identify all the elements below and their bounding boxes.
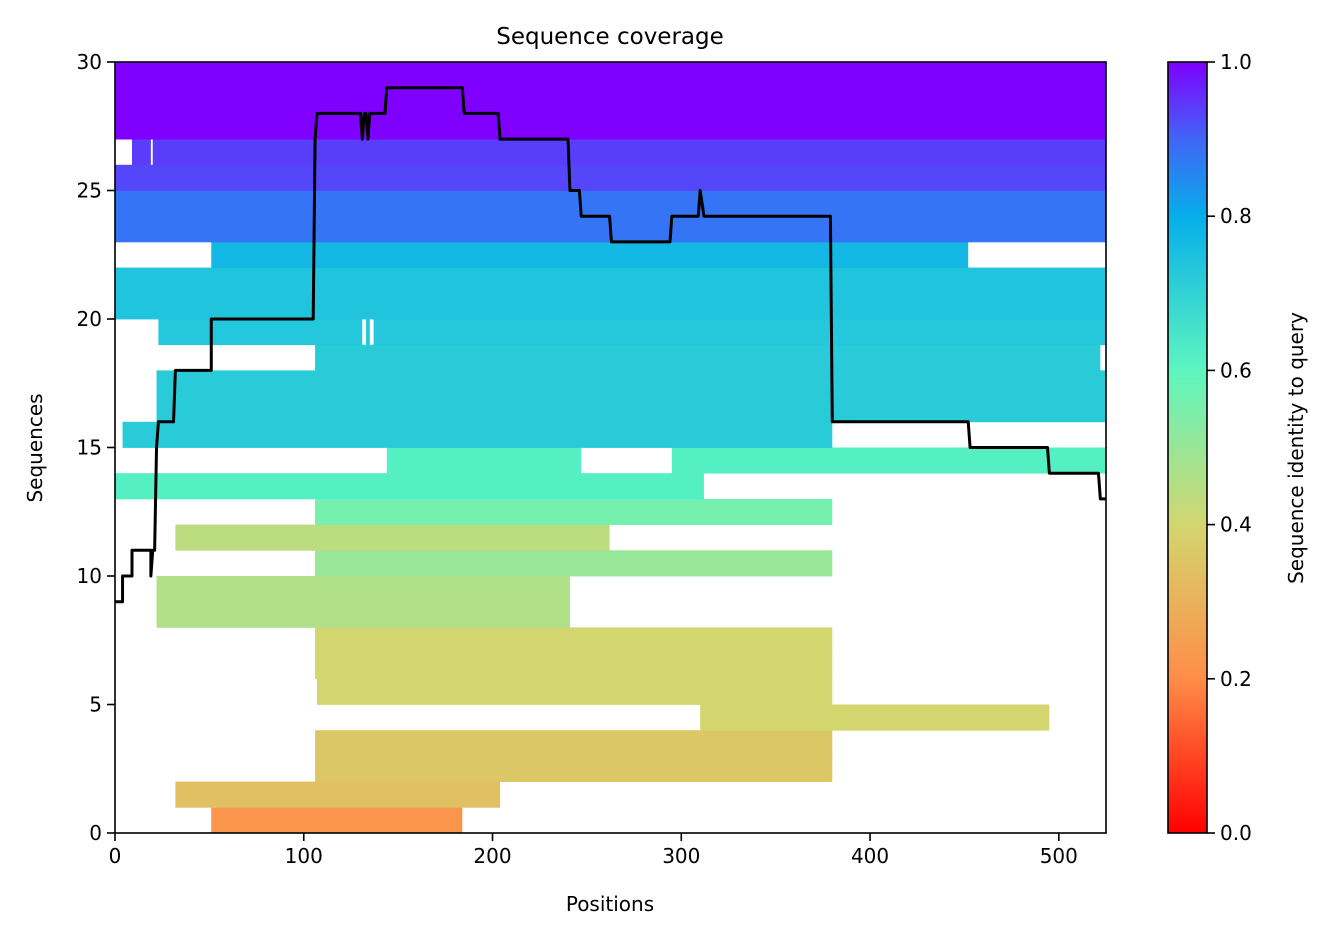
- coverage-cell-row-15: [122, 421, 833, 448]
- x-axis-ticks: 0 100 200 300 400 500: [109, 833, 1078, 868]
- coverage-cell-row-26: [131, 139, 151, 166]
- y-tick-label: 25: [77, 179, 102, 203]
- coverage-cell-row-17: [156, 370, 1106, 397]
- coverage-cell-row-16: [156, 396, 1106, 423]
- colorbar-tick-label: 0.8: [1220, 204, 1252, 228]
- coverage-cell-row-18: [315, 344, 1101, 371]
- colorbar-ticks: 0.0 0.2 0.4 0.6 0.8 1.0: [1207, 50, 1252, 845]
- coverage-cell-row-10: [315, 550, 833, 577]
- coverage-cell-row-4: [700, 704, 1050, 731]
- coverage-cell-row-19: [373, 319, 1106, 346]
- coverage-cell-row-6: [315, 653, 833, 680]
- coverage-cell-row-1: [175, 781, 501, 808]
- colorbar-tick-label: 1.0: [1220, 50, 1252, 74]
- coverage-cell-row-8: [156, 601, 570, 628]
- x-axis-label: Positions: [566, 892, 654, 916]
- coverage-cell-row-20: [115, 293, 1106, 320]
- colorbar-tick-label: 0.4: [1220, 513, 1252, 537]
- coverage-cell-row-3: [315, 730, 833, 757]
- colorbar-label: Sequence identity to query: [1284, 312, 1308, 584]
- y-tick-label: 30: [77, 50, 102, 74]
- coverage-cell-row-13: [115, 473, 704, 500]
- x-tick-label: 400: [851, 844, 889, 868]
- coverage-cell-row-24: [115, 190, 1106, 217]
- coverage-cell-row-27: [115, 113, 1106, 140]
- coverage-cell-row-19: [158, 319, 363, 346]
- coverage-line: [115, 86, 1106, 604]
- y-tick-label: 0: [89, 821, 102, 845]
- coverage-cell-row-22: [211, 241, 969, 268]
- coverage-cell-row-0: [211, 807, 463, 833]
- coverage-cell-row-14: [386, 447, 582, 474]
- x-tick-label: 200: [473, 844, 511, 868]
- coverage-cell-row-11: [175, 524, 610, 551]
- coverage-cell-row-14: [671, 447, 1106, 474]
- y-axis-label: Sequences: [23, 393, 47, 502]
- coverage-cell-row-12: [315, 498, 833, 525]
- colorbar-tick-label: 0.6: [1220, 358, 1252, 382]
- x-tick-label: 300: [662, 844, 700, 868]
- chart-title: Sequence coverage: [496, 24, 724, 50]
- y-tick-label: 5: [89, 693, 102, 717]
- coverage-line-group: [115, 86, 1106, 604]
- colorbar-tick-label: 0.0: [1220, 821, 1252, 845]
- y-tick-label: 15: [77, 436, 102, 460]
- y-tick-label: 20: [77, 307, 102, 331]
- coverage-cell-row-29: [115, 62, 1106, 89]
- coverage-cell-row-21: [115, 267, 1106, 294]
- coverage-cell-row-5: [316, 678, 833, 705]
- y-tick-label: 10: [77, 564, 102, 588]
- coverage-cell-row-25: [115, 164, 1106, 191]
- x-tick-label: 100: [285, 844, 323, 868]
- coverage-cell-row-19: [366, 319, 370, 346]
- colorbar-tick-label: 0.2: [1220, 667, 1252, 691]
- coverage-cell-row-7: [315, 627, 833, 654]
- x-tick-label: 0: [109, 844, 122, 868]
- coverage-cell-row-28: [115, 87, 1106, 114]
- coverage-heatmap: [115, 62, 1106, 833]
- colorbar: [1167, 61, 1208, 834]
- x-tick-label: 500: [1040, 844, 1078, 868]
- y-axis-ticks: 0 5 10 15 20 25 30: [77, 50, 115, 845]
- coverage-cell-row-9: [156, 576, 570, 603]
- coverage-cell-row-26: [152, 139, 1106, 166]
- coverage-cell-row-2: [315, 755, 833, 782]
